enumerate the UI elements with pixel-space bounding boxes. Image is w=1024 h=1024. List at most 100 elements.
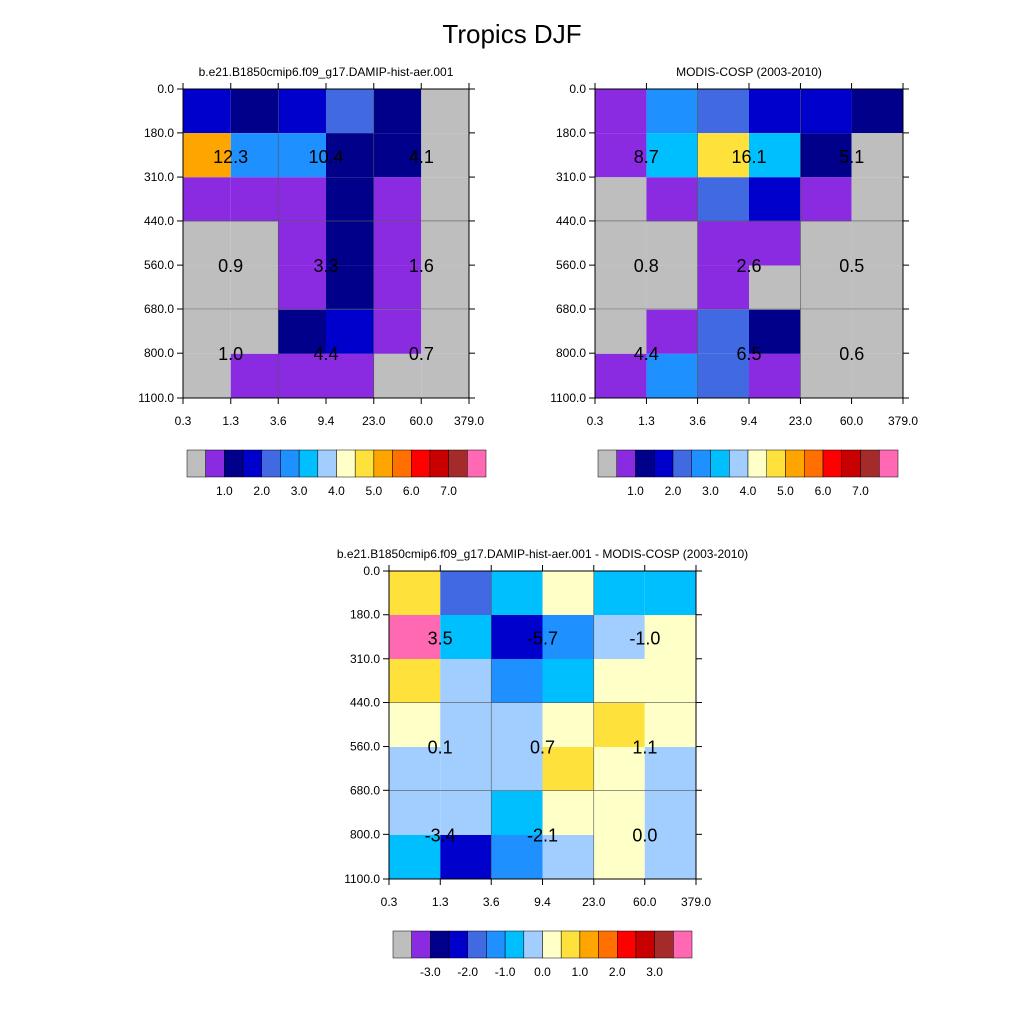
heatmap-cell: [389, 703, 441, 747]
cell-value-label: 0.7: [409, 344, 434, 364]
x-tick-label: 1.3: [638, 414, 655, 428]
colorbar-label: 0.0: [534, 965, 551, 979]
colorbar-label: 1.0: [216, 484, 233, 498]
cell-value-label: 2.6: [736, 256, 761, 276]
y-tick-label: 0.0: [569, 82, 586, 96]
heatmap-cell: [800, 221, 852, 266]
heatmap-cell: [440, 571, 492, 615]
colorbar-swatch: [654, 449, 674, 478]
colorbar-swatch: [672, 449, 692, 478]
heatmap-cell: [230, 89, 279, 134]
x-tick-label: 9.4: [318, 414, 335, 428]
y-tick-label: 440.0: [144, 214, 174, 228]
colorbar-swatch: [729, 449, 749, 478]
heatmap-cell: [421, 133, 469, 178]
cell-value-label: 3.3: [313, 256, 338, 276]
colorbar-swatch: [242, 449, 262, 478]
heatmap-cell: [593, 571, 645, 615]
colorbar-label: 3.0: [646, 965, 663, 979]
heatmap-cell: [373, 89, 422, 134]
heatmap-cell: [326, 133, 374, 178]
y-tick-label: 0.0: [157, 82, 174, 96]
heatmap-cell: [697, 265, 749, 310]
panel-title: b.e21.B1850cmip6.f09_g17.DAMIP-hist-aer.…: [337, 547, 748, 561]
colorbar-swatch: [616, 449, 636, 478]
y-tick-label: 180.0: [350, 608, 380, 622]
y-tick-label: 800.0: [556, 346, 586, 360]
heatmap-cell: [326, 353, 374, 398]
heatmap-cell: [326, 89, 374, 134]
colorbar-swatch: [448, 930, 468, 959]
heatmap-cell: [230, 221, 279, 266]
cell-value-label: 0.9: [218, 256, 243, 276]
colorbar-swatch: [298, 449, 319, 478]
cell-value-label: 4.1: [409, 147, 434, 167]
heatmap-cell: [800, 353, 852, 398]
colorbar-swatch: [673, 930, 693, 959]
colorbar-label: 1.0: [627, 484, 644, 498]
heatmap-cell: [326, 265, 374, 310]
cell-value-label: -3.4: [425, 825, 456, 845]
colorbar-swatch: [448, 449, 468, 478]
heatmap-cell: [697, 89, 749, 134]
figure-title: Tropics DJF: [442, 19, 581, 49]
y-tick-label: 800.0: [350, 827, 380, 841]
heatmap-cell: [644, 659, 696, 703]
heatmap-cell: [389, 835, 441, 879]
colorbar-swatch: [822, 449, 842, 478]
heatmap-cell: [278, 221, 326, 266]
x-tick-label: 23.0: [582, 895, 606, 909]
colorbar-swatch: [579, 930, 599, 959]
heatmap-cell: [373, 177, 422, 222]
colorbar-label: 5.0: [366, 484, 383, 498]
heatmap-cell: [542, 791, 594, 835]
colorbar-swatch: [635, 449, 655, 478]
heatmap-cell: [421, 89, 469, 134]
heatmap-cell: [595, 353, 647, 398]
y-tick-label: 310.0: [144, 170, 174, 184]
y-tick-label: 680.0: [556, 302, 586, 316]
heatmap-cell: [851, 265, 903, 310]
heatmap-cell: [440, 835, 492, 879]
heatmap-cell: [440, 615, 492, 659]
heatmap-cell: [230, 309, 279, 354]
heatmap-cell: [800, 89, 852, 134]
y-tick-label: 310.0: [556, 170, 586, 184]
heatmap-cell: [326, 221, 374, 266]
heatmap-cell: [542, 659, 594, 703]
x-tick-label: 3.6: [483, 895, 500, 909]
heatmap-cell: [230, 133, 279, 178]
heatmap-cell: [595, 309, 647, 354]
y-tick-label: 440.0: [350, 696, 380, 710]
heatmap-cell: [800, 309, 852, 354]
colorbar-label: 6.0: [403, 484, 420, 498]
heatmap-cell: [373, 221, 422, 266]
heatmap-cell: [851, 177, 903, 222]
heatmap-cell: [593, 747, 645, 791]
heatmap-cell: [542, 747, 594, 791]
heatmap-cell: [593, 791, 645, 835]
heatmap-cell: [373, 265, 422, 310]
colorbar-label: 7.0: [440, 484, 457, 498]
heatmap-cell: [491, 703, 543, 747]
cell-value-label: 1.0: [218, 344, 243, 364]
colorbar-swatch: [841, 449, 861, 478]
heatmap-cell: [230, 353, 279, 398]
heatmap-cell: [491, 791, 543, 835]
heatmap-cell: [593, 835, 645, 879]
cell-value-label: 12.3: [213, 147, 248, 167]
heatmap-cell: [491, 747, 543, 791]
heatmap-cell: [183, 133, 231, 178]
heatmap-cell: [542, 571, 594, 615]
heatmap-cell: [646, 177, 698, 222]
heatmap-cell: [595, 133, 647, 178]
heatmap-cell: [749, 265, 801, 310]
colorbar-swatch: [486, 930, 506, 959]
colorbar-label: 7.0: [852, 484, 869, 498]
heatmap-cell: [183, 265, 231, 310]
x-tick-label: 3.6: [270, 414, 287, 428]
x-tick-label: 60.0: [410, 414, 434, 428]
colorbar-swatch: [860, 449, 880, 478]
colorbar-swatch: [317, 449, 337, 478]
colorbar-swatch: [280, 449, 300, 478]
